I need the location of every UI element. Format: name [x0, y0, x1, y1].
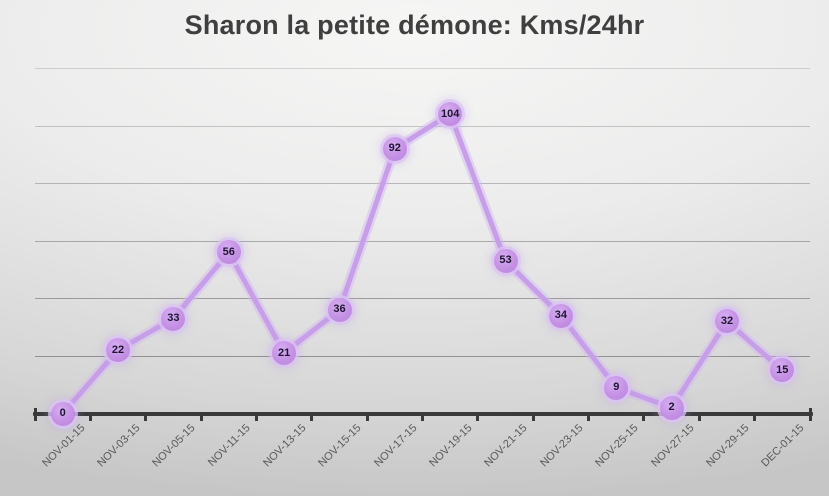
data-point-label: 32 — [720, 314, 734, 327]
data-point-marker: 53 — [493, 248, 518, 273]
data-point-marker: 34 — [548, 303, 573, 328]
series-line-glow — [57, 109, 788, 419]
series-line-main — [60, 111, 785, 416]
data-point-label: 34 — [554, 309, 568, 322]
gridline — [35, 240, 810, 242]
data-point-marker: 9 — [604, 375, 629, 400]
data-point-marker: 2 — [659, 395, 684, 420]
gridline — [35, 355, 810, 357]
x-axis-tick — [421, 413, 424, 421]
gridline — [35, 68, 810, 69]
gridline — [35, 298, 810, 300]
data-point-label: 22 — [111, 343, 125, 356]
x-axis-tick — [33, 407, 37, 421]
chart-title: Sharon la petite démone: Kms/24hr — [184, 10, 645, 40]
x-axis-tick — [753, 413, 757, 421]
data-point-label: 9 — [613, 381, 620, 394]
x-axis-tick — [365, 413, 369, 421]
data-point-label: 33 — [167, 312, 180, 324]
x-axis-tick — [199, 413, 203, 421]
data-point-marker: 21 — [272, 341, 297, 365]
x-axis-tick — [254, 413, 258, 421]
x-axis-tick — [144, 413, 148, 421]
data-point-label: 15 — [776, 363, 789, 376]
data-point-label: 36 — [333, 303, 346, 316]
x-axis-tick — [531, 413, 535, 421]
data-point-marker: 104 — [438, 102, 463, 127]
data-point-marker: 56 — [216, 240, 241, 265]
data-point-marker: 33 — [161, 306, 186, 331]
data-point-marker: 32 — [715, 309, 739, 334]
data-point-marker: 22 — [106, 338, 130, 363]
data-point-label: 21 — [277, 346, 291, 359]
x-axis-tick — [587, 413, 591, 421]
data-point-label: 104 — [441, 107, 460, 120]
data-point-label: 53 — [499, 254, 512, 267]
data-point-label: 56 — [222, 245, 235, 258]
data-point-marker: 36 — [327, 297, 352, 322]
x-axis-tick — [642, 413, 646, 421]
x-axis-tick — [808, 407, 812, 421]
data-point-label: 92 — [388, 142, 401, 155]
x-axis-tick — [476, 413, 480, 421]
data-point-marker: 92 — [382, 136, 407, 161]
data-point-marker: 15 — [770, 358, 795, 383]
x-axis-tick — [697, 413, 701, 421]
gridline — [35, 183, 810, 185]
data-point-label: 2 — [668, 401, 675, 414]
data-point-marker: 0 — [50, 401, 75, 426]
x-axis-tick — [310, 413, 314, 421]
data-point-label: 0 — [59, 407, 66, 419]
x-axis-tick — [88, 413, 92, 421]
